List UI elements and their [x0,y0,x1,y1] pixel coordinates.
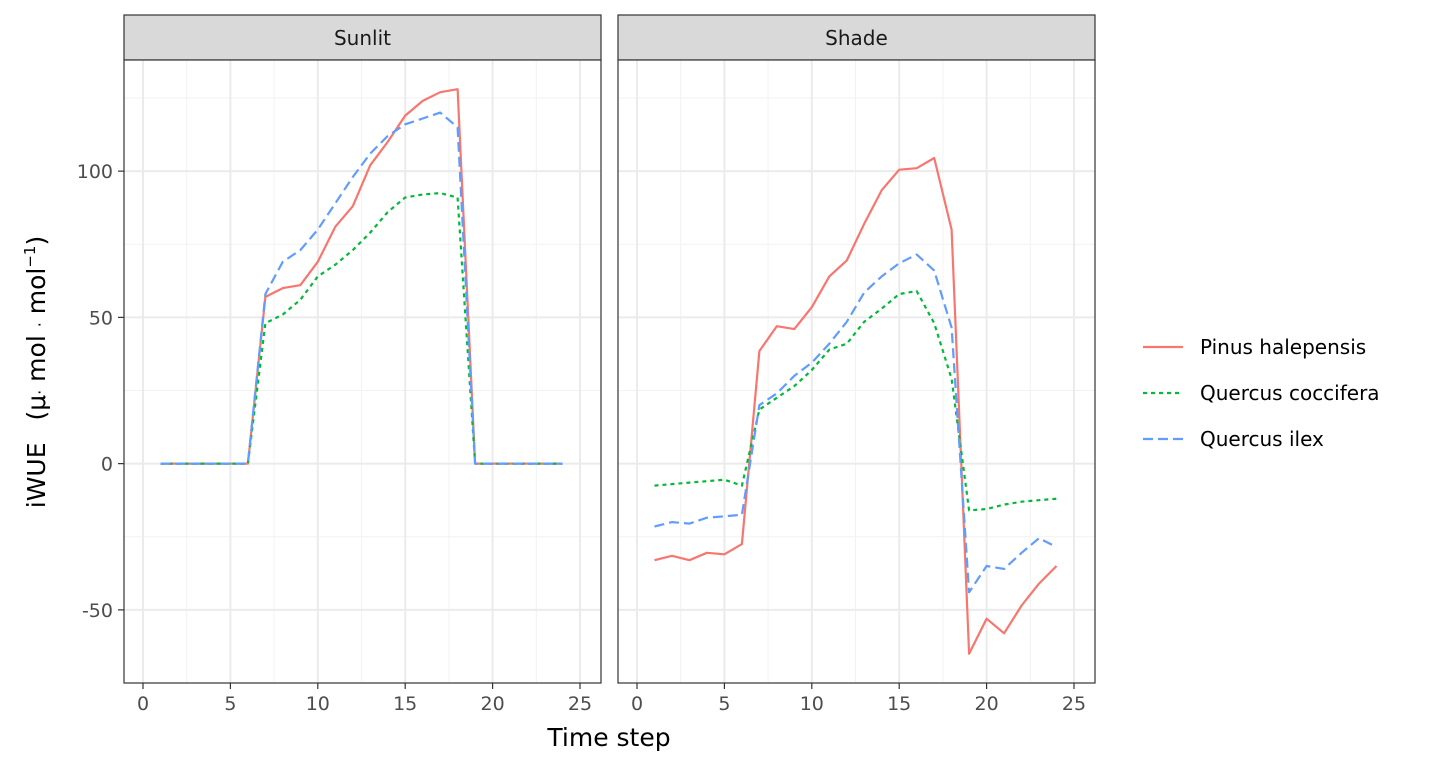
y-axis-units-open: (μ [22,395,51,421]
panel-background [124,60,601,683]
facet-strip-label: Shade [825,26,888,50]
y-axis-units-mol2: mol [22,268,51,323]
legend: Pinus halepensis Quercus coccifera Quercus… [1143,335,1380,451]
panel-sunlit: Sunlit 0 5 10 15 20 25 -50 0 50 100 [77,15,601,715]
x-tick-label: 25 [568,693,592,715]
x-tick-label: 20 [481,693,505,715]
x-tick-label: 15 [393,693,417,715]
x-tick-label: 15 [887,693,911,715]
y-axis-title-main: iWUE [22,442,51,508]
legend-label: Pinus halepensis [1200,335,1366,359]
y-tick-label: 100 [77,161,113,183]
x-tick-label: 20 [975,693,999,715]
legend-label: Quercus ilex [1200,427,1324,451]
legend-item: Quercus coccifera [1143,381,1380,405]
x-tick-label: 5 [224,693,236,715]
y-axis-units-close: ) [22,236,51,246]
legend-item: Pinus halepensis [1143,335,1366,359]
y-axis-units-exp: −1 [21,246,39,268]
x-tick-label: 10 [306,693,330,715]
svg-text:iWUE (μ· mol · mol−1): iWUE (μ· mol · mol−1) [21,236,51,509]
x-axis-title: Time step [546,723,670,752]
x-tick-label: 5 [718,693,730,715]
panel-shade: Shade 0 5 10 15 20 25 [618,15,1095,715]
y-tick-label: -50 [82,600,113,622]
y-tick-label: 50 [89,307,113,329]
panels-layer: Sunlit 0 5 10 15 20 25 -50 0 50 100 Shade 0 5 10 15 20 25 [77,15,1095,715]
x-tick-label: 0 [631,693,643,715]
y-axis-title: iWUE (μ· mol · mol−1) [21,236,51,509]
facet-strip-label: Sunlit [334,26,391,50]
x-tick-label: 25 [1062,693,1086,715]
x-tick-label: 10 [800,693,824,715]
legend-label: Quercus coccifera [1200,381,1380,405]
legend-item: Quercus ilex [1143,427,1324,451]
y-tick-label: 0 [101,454,113,476]
y-axis-units-mol1: mol [22,327,51,390]
panel-background [618,60,1095,683]
x-tick-label: 0 [137,693,149,715]
